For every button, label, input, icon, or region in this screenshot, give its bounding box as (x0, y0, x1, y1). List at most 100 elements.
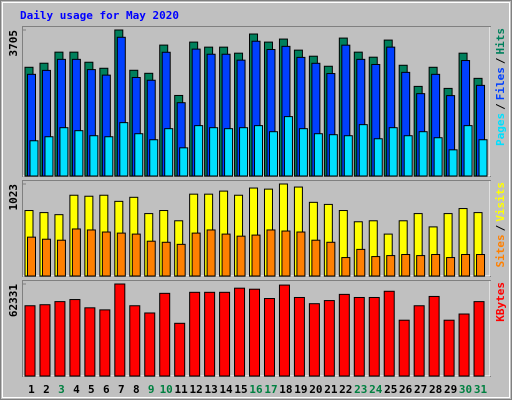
x-tick-label: 31 (474, 383, 488, 396)
x-tick-label: 16 (249, 383, 263, 396)
bar (129, 305, 141, 377)
bar (24, 305, 36, 377)
bar (74, 130, 84, 177)
x-tick-label: 18 (279, 383, 292, 396)
bar (174, 322, 186, 377)
legend: Sites / Visits (494, 182, 507, 268)
x-tick-label: 14 (219, 383, 233, 396)
chart-title: Daily usage for May 2020 (20, 9, 179, 22)
bar (251, 234, 261, 277)
bar (473, 301, 485, 377)
x-tick-label: 22 (339, 383, 352, 396)
bar (431, 254, 441, 277)
bar (44, 136, 54, 177)
bar (278, 284, 290, 377)
bar (114, 283, 126, 377)
bar (268, 131, 278, 177)
bar (293, 296, 305, 377)
bar (209, 127, 219, 177)
bar (433, 137, 443, 177)
bar (27, 236, 36, 277)
bar (328, 134, 338, 177)
legend: KBytes (494, 282, 507, 322)
x-tick-label: 7 (118, 383, 125, 396)
bar (428, 295, 440, 377)
bar (263, 298, 275, 377)
x-tick-label: 9 (148, 383, 155, 396)
bar (221, 233, 231, 277)
x-tick-label: 27 (414, 383, 427, 396)
x-tick-label: 2 (43, 383, 50, 396)
x-tick-label: 10 (160, 383, 173, 396)
legend: Pages / Files / Hits (494, 28, 507, 146)
x-tick-label: 15 (234, 383, 247, 396)
bar (41, 238, 51, 277)
bar (383, 290, 395, 377)
bar (458, 313, 470, 377)
bar (373, 138, 383, 177)
bar (443, 319, 455, 377)
x-tick-label: 4 (73, 383, 80, 396)
y-tick-label: 1023 (7, 184, 20, 211)
bar (416, 255, 426, 277)
bar (461, 254, 471, 277)
bar (29, 140, 39, 177)
bar (386, 255, 396, 277)
x-tick-label: 11 (175, 383, 189, 396)
bar (176, 243, 186, 277)
x-tick-label: 28 (429, 383, 442, 396)
bar (39, 304, 51, 377)
bar (234, 287, 246, 377)
bar (463, 125, 473, 177)
bar (341, 257, 351, 277)
bar (358, 124, 368, 177)
y-tick-label: 3705 (7, 30, 20, 57)
bar (204, 291, 216, 377)
bar (388, 127, 398, 177)
bar (179, 147, 189, 177)
bar (281, 230, 291, 277)
bar (134, 133, 144, 177)
bar (101, 231, 111, 277)
bar (343, 135, 353, 177)
x-tick-label: 20 (309, 383, 322, 396)
bar (313, 133, 323, 177)
bar (398, 319, 410, 377)
bar (56, 239, 66, 277)
bar (239, 127, 249, 177)
bar (86, 229, 96, 277)
bar (59, 127, 69, 177)
bar (131, 233, 141, 277)
bar (161, 241, 171, 277)
bar (146, 240, 156, 277)
y-tick-label: 62331 (7, 284, 20, 317)
x-tick-label: 21 (324, 383, 338, 396)
legend-separator: / (494, 57, 507, 64)
legend-entry: Sites (494, 234, 507, 267)
bar (266, 229, 276, 277)
legend-separator: / (494, 224, 507, 231)
x-tick-label: 13 (204, 383, 217, 396)
legend-separator: / (494, 103, 507, 110)
bar (194, 125, 204, 177)
bar (71, 228, 81, 277)
bar (311, 239, 321, 277)
bar (119, 122, 129, 177)
bar (356, 248, 366, 277)
x-tick-label: 3 (58, 383, 65, 396)
x-tick-label: 24 (369, 383, 383, 396)
bar (219, 291, 231, 377)
bar (401, 254, 411, 277)
bar (144, 312, 156, 377)
bar (403, 135, 413, 177)
bar (164, 128, 174, 177)
legend-entry: KBytes (494, 282, 507, 322)
x-tick-label: 26 (399, 383, 413, 396)
bar (99, 309, 111, 377)
bar (189, 291, 201, 377)
legend-entry: Hits (494, 28, 507, 55)
x-tick-label: 12 (190, 383, 203, 396)
bar (206, 229, 216, 277)
x-tick-label: 1 (28, 383, 35, 396)
